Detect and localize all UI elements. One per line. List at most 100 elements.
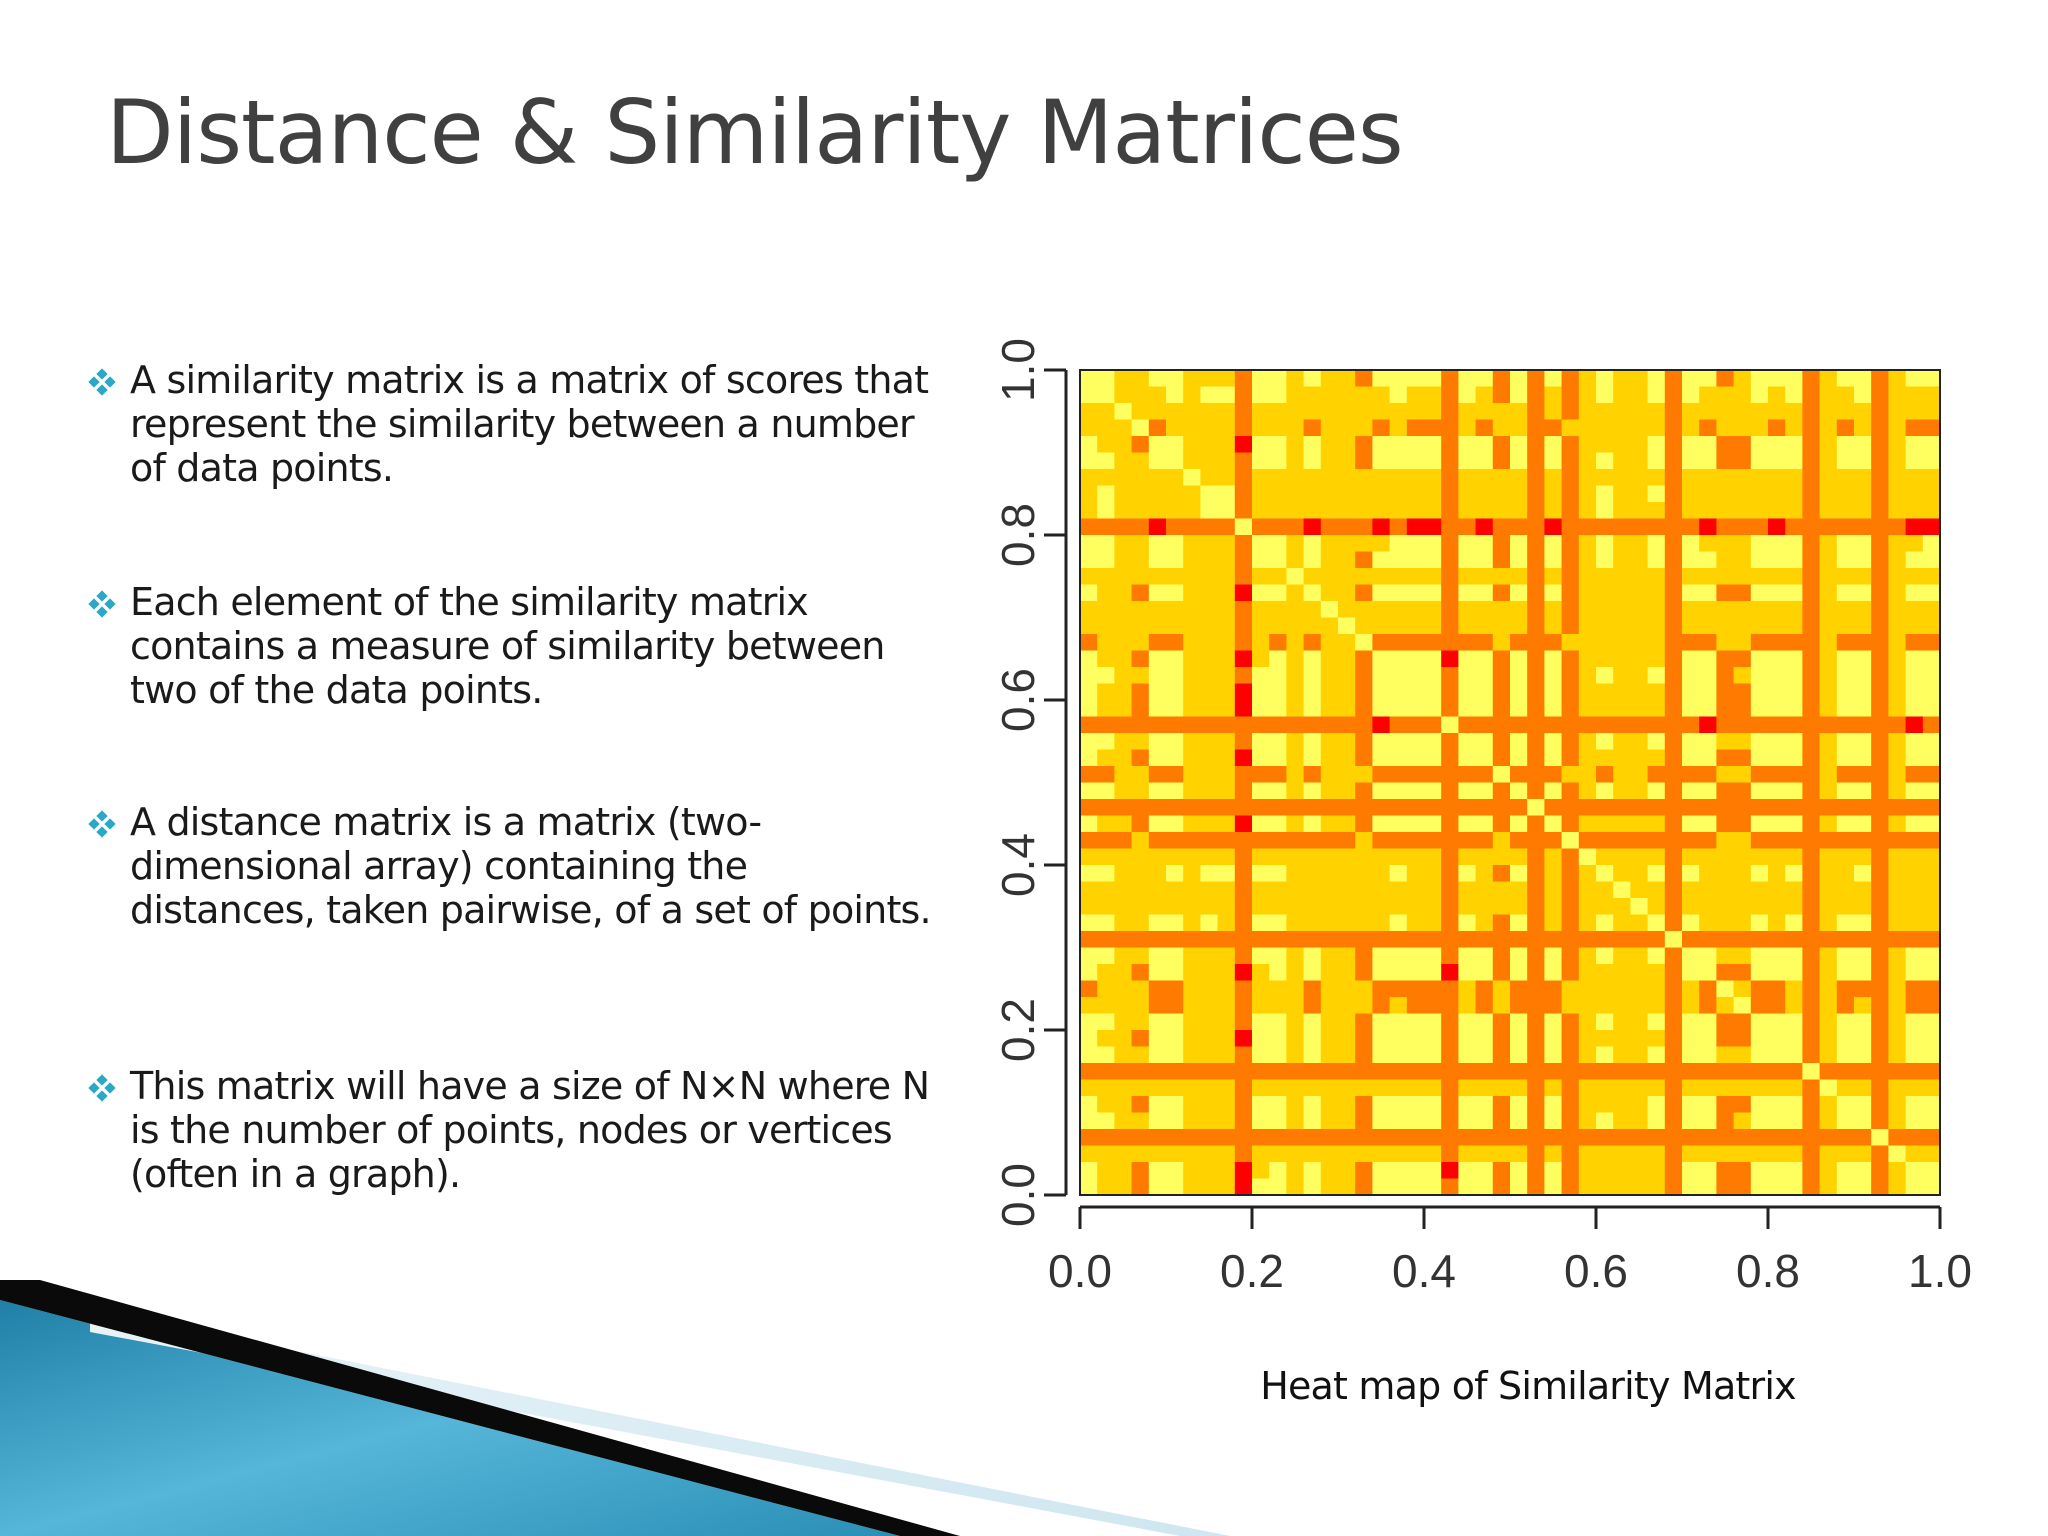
heatmap-cell <box>1424 881 1442 899</box>
heatmap-cell <box>1802 617 1821 635</box>
heatmap-cell <box>1080 502 1098 520</box>
heatmap-cell <box>1097 964 1115 982</box>
heatmap-cell <box>1682 584 1700 602</box>
heatmap-cell <box>1596 650 1614 668</box>
heatmap-cell <box>1252 914 1270 932</box>
heatmap-cell <box>1286 601 1305 619</box>
heatmap-cell <box>1166 1079 1184 1097</box>
heatmap-cell <box>1217 551 1236 569</box>
heatmap-cell <box>1441 485 1459 503</box>
heatmap-cell <box>1441 617 1459 635</box>
heatmap-cell <box>1114 617 1133 635</box>
heatmap-cell <box>1338 898 1356 916</box>
heatmap-cell <box>1252 683 1270 701</box>
heatmap-cell <box>1510 1145 1528 1163</box>
heatmap-cell <box>1183 634 1201 652</box>
heatmap-cell <box>1802 865 1821 883</box>
heatmap-cell <box>1303 898 1322 916</box>
heatmap-cell <box>1905 1030 1924 1048</box>
heatmap-cell <box>1613 848 1631 866</box>
heatmap-cell <box>1785 848 1803 866</box>
heatmap-cell <box>1871 914 1889 932</box>
heatmap-cell <box>1303 436 1322 454</box>
heatmap-cell <box>1836 1178 1855 1196</box>
heatmap-cell <box>1836 386 1855 404</box>
heatmap-cell <box>1080 535 1098 553</box>
heatmap-cell <box>1716 584 1735 602</box>
heatmap-cell <box>1578 782 1597 800</box>
heatmap-cell <box>1578 1030 1597 1048</box>
heatmap-cell <box>1148 1112 1167 1130</box>
heatmap-cell <box>1269 1145 1287 1163</box>
heatmap-cell <box>1475 601 1494 619</box>
heatmap-cell <box>1131 1046 1150 1064</box>
heatmap-cell <box>1458 1178 1477 1196</box>
heatmap-cell <box>1234 601 1253 619</box>
heatmap-cell <box>1630 502 1649 520</box>
heatmap-cell <box>1286 1178 1305 1196</box>
y-tick-label: 0.0 <box>992 1163 1044 1227</box>
heatmap-cell <box>1441 1145 1459 1163</box>
heatmap-cell <box>1303 865 1322 883</box>
heatmap-cell <box>1716 568 1735 586</box>
heatmap-cell <box>1303 1013 1322 1031</box>
heatmap-cell <box>1510 634 1528 652</box>
heatmap-cell <box>1475 650 1494 668</box>
heatmap-cell <box>1269 601 1287 619</box>
heatmap-cell <box>1372 485 1391 503</box>
heatmap-cell <box>1682 551 1700 569</box>
heatmap-cell <box>1819 914 1838 932</box>
heatmap-cell <box>1527 881 1545 899</box>
heatmap-cell <box>1492 370 1511 388</box>
heatmap-cell <box>1200 634 1219 652</box>
heatmap-cell <box>1596 964 1614 982</box>
heatmap-cell <box>1596 1129 1614 1147</box>
heatmap-cell <box>1768 469 1786 487</box>
heatmap-cell <box>1338 403 1356 421</box>
heatmap-cell <box>1750 782 1769 800</box>
heatmap-cell <box>1664 1096 1683 1114</box>
heatmap-cell <box>1854 700 1872 718</box>
heatmap-cell <box>1802 1046 1821 1064</box>
heatmap-cell <box>1733 700 1752 718</box>
heatmap-cell <box>1544 733 1563 751</box>
heatmap-cell <box>1699 1013 1717 1031</box>
heatmap-cell <box>1854 617 1872 635</box>
heatmap-cell <box>1578 683 1597 701</box>
heatmap-cell <box>1355 700 1373 718</box>
heatmap-cell <box>1441 584 1459 602</box>
heatmap-cell <box>1286 881 1305 899</box>
heatmap-cell <box>1441 518 1459 536</box>
heatmap-cell <box>1458 716 1477 734</box>
heatmap-cell <box>1682 947 1700 965</box>
heatmap-cell <box>1320 716 1339 734</box>
heatmap-cell <box>1320 667 1339 685</box>
heatmap-cell <box>1561 733 1580 751</box>
heatmap-cell <box>1630 782 1649 800</box>
heatmap-cell <box>1148 1063 1167 1081</box>
heatmap-cell <box>1544 1162 1563 1180</box>
heatmap-cell <box>1355 1145 1373 1163</box>
heatmap-cell <box>1080 964 1098 982</box>
heatmap-cell <box>1664 1178 1683 1196</box>
heatmap-cell <box>1922 1178 1941 1196</box>
heatmap-cell <box>1217 568 1236 586</box>
heatmap-cell <box>1768 1096 1786 1114</box>
heatmap-cell <box>1097 502 1115 520</box>
heatmap-cell <box>1613 584 1631 602</box>
heatmap-cell <box>1699 1063 1717 1081</box>
heatmap-cell <box>1252 700 1270 718</box>
heatmap-cell <box>1389 535 1408 553</box>
heatmap-cell <box>1596 914 1614 932</box>
heatmap-cell <box>1682 419 1700 437</box>
heatmap-cell <box>1252 634 1270 652</box>
heatmap-cell <box>1303 502 1322 520</box>
heatmap-cell <box>1630 551 1649 569</box>
heatmap-cell <box>1217 452 1236 470</box>
heatmap-cell <box>1424 386 1442 404</box>
heatmap-cell <box>1389 436 1408 454</box>
heatmap-cell <box>1148 419 1167 437</box>
heatmap-cell <box>1922 815 1941 833</box>
heatmap-cell <box>1768 485 1786 503</box>
heatmap-cell <box>1475 436 1494 454</box>
